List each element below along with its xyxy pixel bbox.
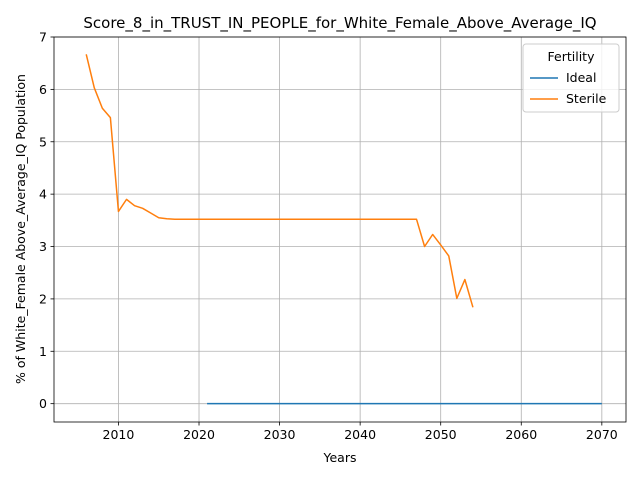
series-line-sterile bbox=[85, 54, 474, 308]
legend: Fertility Ideal Sterile bbox=[522, 43, 620, 113]
y-tick-label: 3 bbox=[39, 239, 47, 254]
chart-title: Score_8_in_TRUST_IN_PEOPLE_for_White_Fem… bbox=[83, 14, 596, 33]
y-tick-label: 5 bbox=[39, 134, 47, 149]
plot-frame bbox=[53, 36, 627, 423]
x-tick-label: 2030 bbox=[264, 427, 296, 442]
y-axis-ticks: 0 1 2 3 4 5 6 7 bbox=[39, 30, 54, 411]
y-tick-label: 6 bbox=[39, 82, 47, 97]
x-tick-label: 2010 bbox=[103, 427, 135, 442]
x-tick-label: 2070 bbox=[586, 427, 618, 442]
series-lines bbox=[85, 54, 602, 405]
legend-title: Fertility bbox=[548, 49, 596, 64]
x-tick-label: 2050 bbox=[425, 427, 457, 442]
x-tick-label: 2060 bbox=[505, 427, 537, 442]
x-tick-label: 2040 bbox=[344, 427, 376, 442]
legend-label-ideal: Ideal bbox=[566, 70, 596, 85]
legend-box bbox=[522, 43, 620, 113]
x-axis-ticks: 2010 2020 2030 2040 2050 2060 2070 bbox=[103, 422, 618, 442]
x-tick-label: 2020 bbox=[183, 427, 215, 442]
legend-label-sterile: Sterile bbox=[566, 91, 607, 106]
y-tick-label: 4 bbox=[39, 187, 47, 202]
y-tick-label: 1 bbox=[39, 344, 47, 359]
y-tick-label: 2 bbox=[39, 291, 47, 306]
y-axis-label: % of White_Female Above_Average_IQ Popul… bbox=[13, 74, 28, 384]
x-axis-label: Years bbox=[323, 450, 357, 465]
y-tick-label: 7 bbox=[39, 30, 47, 45]
y-tick-label: 0 bbox=[39, 396, 47, 411]
